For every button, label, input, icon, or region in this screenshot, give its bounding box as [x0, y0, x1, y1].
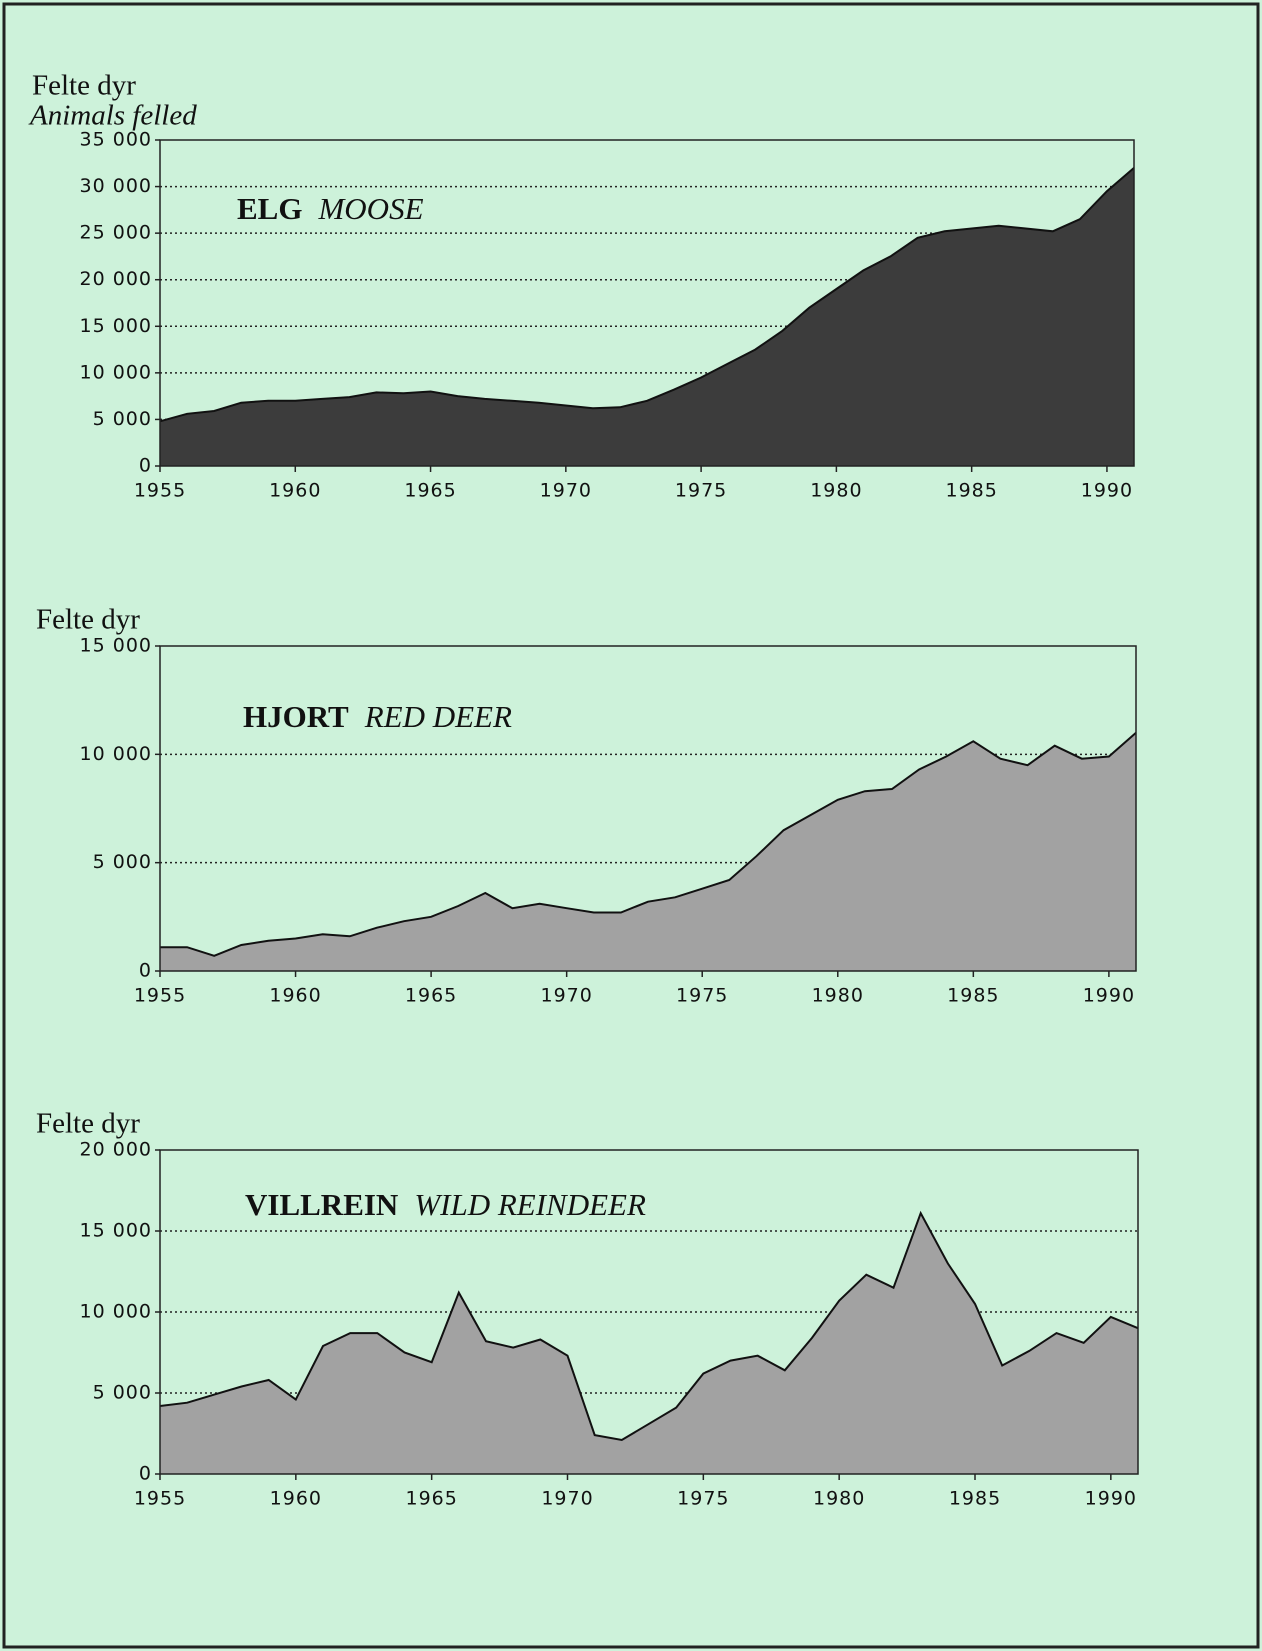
y-tick-label: 5 000 — [93, 408, 152, 430]
y-axis-label: Felte dyr — [36, 604, 140, 636]
y-axis-label-en: Animals felled — [28, 100, 197, 132]
plot-frame — [159, 645, 1137, 972]
y-tick-label: 5 000 — [93, 1382, 152, 1404]
y-tick-label: 0 — [139, 1463, 152, 1485]
x-tick-label: 1980 — [813, 1488, 865, 1510]
y-tick-label: 30 000 — [80, 175, 152, 197]
x-tick-label: 1970 — [540, 985, 592, 1007]
x-tick-label: 1955 — [134, 1488, 186, 1510]
x-tick-label: 1990 — [1083, 985, 1135, 1007]
x-tick-label: 1965 — [404, 480, 456, 502]
chart-title: ELG — [237, 191, 302, 226]
area-outline — [160, 731, 1137, 957]
x-tick-label: 1980 — [812, 985, 864, 1007]
y-tick-label: 0 — [139, 960, 152, 982]
y-axis-label: Felte dyr — [36, 1108, 140, 1140]
x-tick-label: 1960 — [270, 1488, 322, 1510]
x-tick-label: 1985 — [945, 480, 997, 502]
area-outline — [159, 167, 1135, 423]
x-tick-label: 1970 — [541, 1488, 593, 1510]
y-tick-label: 10 000 — [80, 1301, 152, 1323]
x-tick-label: 1965 — [405, 985, 457, 1007]
area — [160, 167, 1134, 466]
chart-subtitle: WILD REINDEER — [414, 1187, 646, 1222]
chart-subtitle: MOOSE — [317, 191, 423, 226]
x-tick-label: 1970 — [540, 480, 592, 502]
y-tick-label: 5 000 — [93, 851, 152, 873]
y-tick-label: 20 000 — [80, 1139, 152, 1161]
x-tick-label: 1965 — [405, 1488, 457, 1510]
x-tick-label: 1960 — [269, 480, 321, 502]
x-tick-label: 1985 — [949, 1488, 1001, 1510]
x-tick-label: 1975 — [675, 480, 727, 502]
area — [160, 732, 1136, 971]
y-tick-label: 15 000 — [80, 1220, 152, 1242]
x-tick-label: 1955 — [134, 985, 186, 1007]
y-tick-label: 25 000 — [80, 222, 152, 244]
x-tick-label: 1990 — [1085, 1488, 1137, 1510]
y-axis-label: Felte dyr — [32, 70, 136, 102]
x-tick-label: 1990 — [1081, 480, 1133, 502]
y-tick-label: 35 000 — [80, 129, 152, 151]
y-tick-label: 20 000 — [80, 268, 152, 290]
x-tick-label: 1980 — [810, 480, 862, 502]
area — [160, 1213, 1138, 1474]
x-tick-label: 1985 — [947, 985, 999, 1007]
area-outline — [159, 1210, 1139, 1442]
plot-frame — [159, 139, 1135, 467]
x-tick-label: 1955 — [134, 480, 186, 502]
y-tick-label: 15 000 — [80, 635, 152, 657]
chart-title: VILLREIN — [245, 1187, 398, 1222]
y-tick-label: 10 000 — [80, 743, 152, 765]
y-tick-label: 10 000 — [80, 361, 152, 383]
chart-title: HJORT — [243, 699, 349, 734]
x-tick-label: 1975 — [676, 985, 728, 1007]
y-tick-label: 15 000 — [80, 315, 152, 337]
y-tick-label: 0 — [139, 455, 152, 477]
x-tick-label: 1960 — [269, 985, 321, 1007]
chart-subtitle: RED DEER — [364, 699, 512, 734]
x-tick-label: 1975 — [677, 1488, 729, 1510]
